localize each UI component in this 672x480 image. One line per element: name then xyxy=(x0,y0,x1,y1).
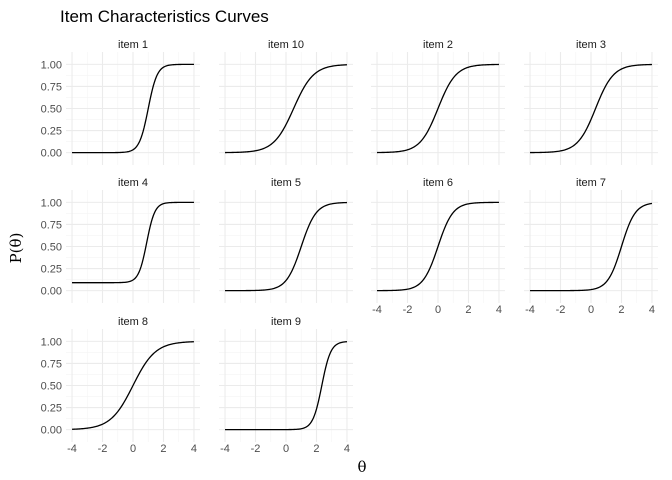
facet-strip-label: item 2 xyxy=(423,39,453,51)
x-tick-label: 4 xyxy=(344,443,350,455)
y-tick-label: 0.50 xyxy=(41,381,62,393)
y-tick-label: 0.75 xyxy=(41,358,62,370)
y-tick-label: 0.50 xyxy=(41,242,62,254)
y-axis-title: P(θ) xyxy=(7,233,25,264)
facet-strip-label: item 4 xyxy=(118,177,148,189)
chart-title: Item Characteristics Curves xyxy=(60,7,269,26)
x-tick-label: 2 xyxy=(160,443,166,455)
x-tick-label: 2 xyxy=(465,304,471,316)
x-tick-label: -4 xyxy=(220,443,230,455)
facet-panel-8: item 7 -4 -2 0 2 4 xyxy=(524,177,658,316)
y-tick-label: 0.25 xyxy=(41,126,62,138)
x-tick-label: 0 xyxy=(283,443,289,455)
x-tick-label: 0 xyxy=(588,304,594,316)
facet-strip-label: item 8 xyxy=(118,316,148,328)
x-tick-label: -4 xyxy=(67,443,77,455)
y-tick-label: 0.75 xyxy=(41,219,62,231)
facet-strip-label: item 5 xyxy=(271,177,301,189)
x-tick-label: 4 xyxy=(649,304,655,316)
icc-curve xyxy=(72,341,194,430)
facet-panel-5: item 4 0.00 0.25 0.50 0.75 1.00 xyxy=(41,177,200,303)
facet-strip-label: item 3 xyxy=(576,39,606,51)
facet-panel-3: item 2 xyxy=(371,39,505,165)
x-tick-label: 0 xyxy=(130,443,136,455)
y-tick-label: 0.50 xyxy=(41,104,62,116)
x-tick-label: -2 xyxy=(403,304,413,316)
x-tick-label: 4 xyxy=(496,304,502,316)
x-tick-label: 2 xyxy=(313,443,319,455)
icc-curve xyxy=(530,202,653,292)
y-tick-label: 1.00 xyxy=(41,197,62,209)
facet-panel-4: item 3 xyxy=(524,39,658,165)
facet-strip-label: item 6 xyxy=(423,177,453,189)
facet-strip-label: item 9 xyxy=(271,316,301,328)
facet-panel-7: item 6 -4 -2 0 2 4 xyxy=(371,177,505,316)
y-tick-label: 1.00 xyxy=(41,336,62,348)
facet-strip-label: item 7 xyxy=(576,177,606,189)
y-tick-label: 1.00 xyxy=(41,59,62,71)
x-tick-label: 4 xyxy=(191,443,197,455)
y-tick-label: 0.25 xyxy=(41,403,62,415)
facet-strip-label: item 1 xyxy=(118,39,148,51)
facet-panels: item 1 0.00 0.25 0.50 0.75 1.00 item 10 item 2 i… xyxy=(41,39,658,455)
icc-curve xyxy=(530,63,652,154)
x-tick-label: 2 xyxy=(618,304,624,316)
facet-panel-2: item 10 xyxy=(219,39,353,165)
y-tick-label: 0.00 xyxy=(41,148,62,160)
icc-curve xyxy=(72,63,194,154)
facet-panel-10: item 9 -4 -2 0 2 4 xyxy=(219,316,353,455)
icc-curve xyxy=(72,201,194,284)
x-tick-label: -2 xyxy=(556,304,566,316)
x-tick-label: -4 xyxy=(525,304,535,316)
x-axis-title: θ xyxy=(357,458,366,476)
icc-curve xyxy=(225,341,348,431)
x-tick-label: -2 xyxy=(251,443,261,455)
x-tick-label: -4 xyxy=(372,304,382,316)
y-tick-label: 0.00 xyxy=(41,286,62,298)
y-tick-label: 0.00 xyxy=(41,425,62,437)
icc-curve xyxy=(225,64,347,154)
facet-strip-label: item 10 xyxy=(268,39,304,51)
icc-curve xyxy=(377,63,499,154)
y-tick-label: 0.25 xyxy=(41,264,62,276)
x-tick-label: -2 xyxy=(98,443,108,455)
y-tick-label: 0.75 xyxy=(41,81,62,93)
facet-panel-6: item 5 xyxy=(219,177,353,303)
icc-curve xyxy=(377,201,499,292)
x-tick-label: 0 xyxy=(435,304,441,316)
facet-panel-1: item 1 0.00 0.25 0.50 0.75 1.00 xyxy=(41,39,200,165)
icc-curve xyxy=(225,201,347,292)
facet-panel-9: item 8 0.00 0.25 0.50 0.75 1.00 -4 -2 0 2 4 xyxy=(41,316,200,455)
